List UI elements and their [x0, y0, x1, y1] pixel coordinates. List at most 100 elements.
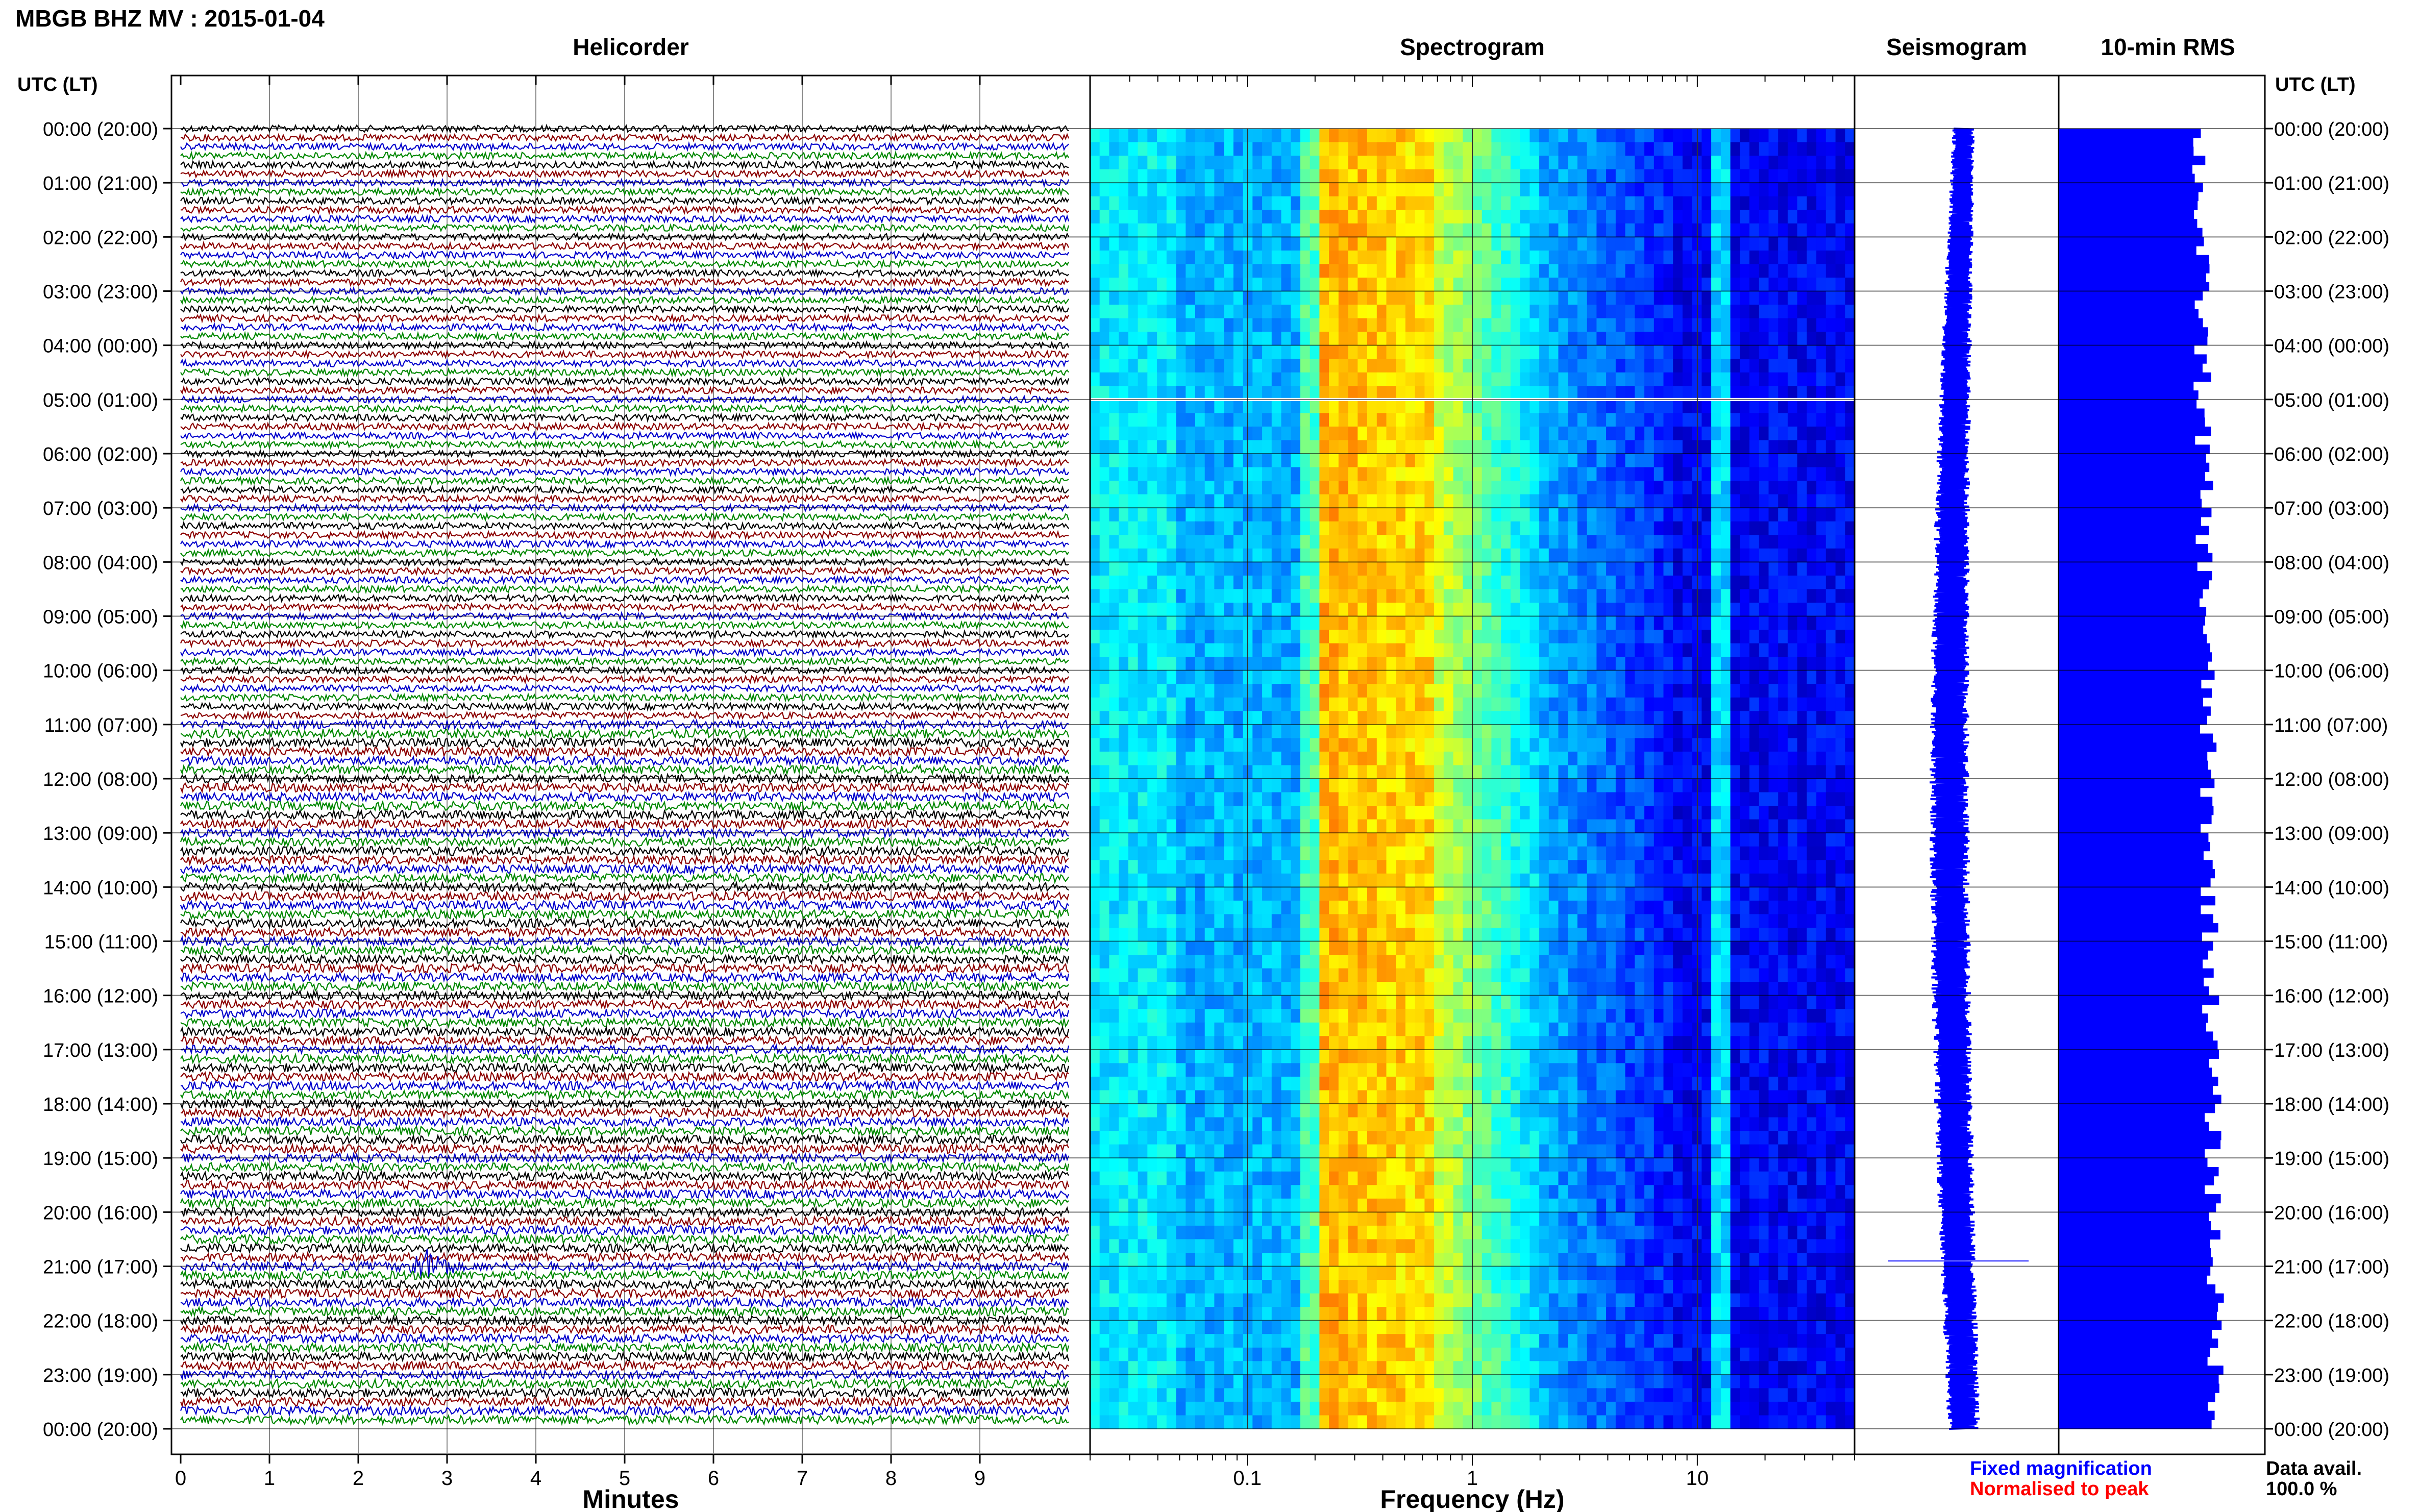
- spectrogram-cell: [1243, 305, 1253, 319]
- spectrogram-cell: [1128, 846, 1139, 860]
- spectrogram-cell: [1319, 928, 1329, 942]
- spectrogram-cell: [1424, 440, 1435, 454]
- spectrogram-cell: [1453, 372, 1464, 387]
- spectrogram-cell: [1539, 887, 1549, 901]
- spectrogram-cell: [1147, 196, 1157, 210]
- spectrogram-cell: [1252, 399, 1263, 414]
- spectrogram-cell: [1663, 454, 1673, 468]
- spectrogram-cell: [1740, 928, 1750, 942]
- spectrogram-cell: [1701, 684, 1712, 698]
- spectrogram-cell: [1348, 264, 1359, 278]
- spectrogram-cell: [1252, 603, 1263, 617]
- spectrogram-cell: [1367, 589, 1377, 603]
- spectrogram-cell: [1262, 521, 1272, 535]
- spectrogram-cell: [1835, 792, 1846, 806]
- spectrogram-cell: [1090, 467, 1100, 481]
- spectrogram-cell: [1548, 535, 1559, 549]
- spectrogram-cell: [1845, 129, 1855, 143]
- spectrogram-cell: [1138, 210, 1148, 224]
- spectrogram-cell: [1204, 467, 1215, 481]
- spectrogram-cell: [1281, 819, 1291, 833]
- spectrogram-cell: [1090, 887, 1100, 901]
- spectrogram-cell: [1749, 738, 1760, 752]
- spectrogram-cell: [1233, 142, 1244, 156]
- spectrogram-cell: [1166, 819, 1177, 833]
- spectrogram-cell: [1243, 399, 1253, 414]
- spectrogram-cell: [1730, 684, 1741, 698]
- spectrogram-cell: [1281, 250, 1291, 265]
- spectrogram-cell: [1759, 630, 1769, 644]
- spectrogram-cell: [1348, 616, 1359, 630]
- spectrogram-cell: [1233, 562, 1244, 576]
- spectrogram-cell: [1615, 697, 1626, 712]
- spectrogram-cell: [1338, 481, 1349, 495]
- spectrogram-cell: [1596, 751, 1607, 766]
- spectrogram-cell: [1663, 386, 1673, 400]
- spectrogram-cell: [1415, 372, 1425, 387]
- spectrogram-cell: [1501, 223, 1511, 238]
- spectrogram-cell: [1520, 521, 1531, 535]
- spectrogram-cell: [1472, 521, 1483, 535]
- spectrogram-cell: [1453, 548, 1464, 563]
- spectrogram-cell: [1157, 359, 1167, 373]
- spectrogram-cell: [1348, 846, 1359, 860]
- spectrogram-cell: [1835, 806, 1846, 820]
- spectrogram-cell: [1587, 372, 1597, 387]
- spectrogram-cell: [1090, 697, 1100, 712]
- spectrogram-cell: [1300, 196, 1311, 210]
- spectrogram-cell: [1749, 846, 1760, 860]
- spectrogram-cell: [1548, 765, 1559, 779]
- spectrogram-cell: [1405, 711, 1416, 725]
- spectrogram-cell: [1548, 697, 1559, 712]
- spectrogram-cell: [1635, 833, 1645, 847]
- spectrogram-cell: [1501, 359, 1511, 373]
- spectrogram-cell: [1396, 345, 1406, 359]
- spectrogram-cell: [1176, 860, 1186, 874]
- spectrogram-cell: [1568, 440, 1578, 454]
- spectrogram-cell: [1186, 724, 1196, 739]
- spectrogram-cell: [1606, 264, 1616, 278]
- spectrogram-cell: [1606, 413, 1616, 427]
- spectrogram-cell: [1463, 873, 1473, 888]
- spectrogram-cell: [1367, 535, 1377, 549]
- spectrogram-cell: [1682, 779, 1693, 793]
- spectrogram-cell: [1090, 413, 1100, 427]
- spectrogram-cell: [1090, 900, 1100, 915]
- spectrogram-cell: [1128, 928, 1139, 942]
- spectrogram-cell: [1577, 183, 1588, 197]
- spectrogram-cell: [1568, 819, 1578, 833]
- spectrogram-cell: [1099, 684, 1110, 698]
- spectrogram-cell: [1119, 630, 1129, 644]
- spectrogram-cell: [1807, 833, 1817, 847]
- spectrogram-cell: [1243, 887, 1253, 901]
- spectrogram-cell: [1224, 196, 1234, 210]
- spectrogram-cell: [1157, 440, 1167, 454]
- spectrogram-cell: [1615, 278, 1626, 292]
- spectrogram-cell: [1845, 426, 1855, 441]
- spectrogram-cell: [1615, 291, 1626, 305]
- spectrogram-cell: [1262, 142, 1272, 156]
- spectrogram-cell: [1568, 372, 1578, 387]
- spectrogram-cell: [1558, 616, 1568, 630]
- spectrogram-cell: [1711, 860, 1721, 874]
- spectrogram-cell: [1147, 508, 1157, 522]
- spectrogram-cell: [1415, 616, 1425, 630]
- spectrogram-cell: [1291, 467, 1301, 481]
- spectrogram-cell: [1109, 792, 1119, 806]
- spectrogram-cell: [1835, 562, 1846, 576]
- spectrogram-cell: [1386, 670, 1396, 684]
- spectrogram-cell: [1405, 873, 1416, 888]
- spectrogram-cell: [1396, 359, 1406, 373]
- spectrogram-cell: [1300, 833, 1311, 847]
- spectrogram-cell: [1529, 521, 1540, 535]
- spectrogram-cell: [1807, 900, 1817, 915]
- spectrogram-cell: [1243, 657, 1253, 671]
- spectrogram-cell: [1233, 440, 1244, 454]
- spectrogram-cell: [1482, 345, 1492, 359]
- spectrogram-cell: [1701, 481, 1712, 495]
- spectrogram-cell: [1482, 697, 1492, 712]
- spectrogram-cell: [1243, 386, 1253, 400]
- spectrogram-cell: [1224, 603, 1234, 617]
- spectrogram-cell: [1405, 819, 1416, 833]
- spectrogram-cell: [1529, 643, 1540, 657]
